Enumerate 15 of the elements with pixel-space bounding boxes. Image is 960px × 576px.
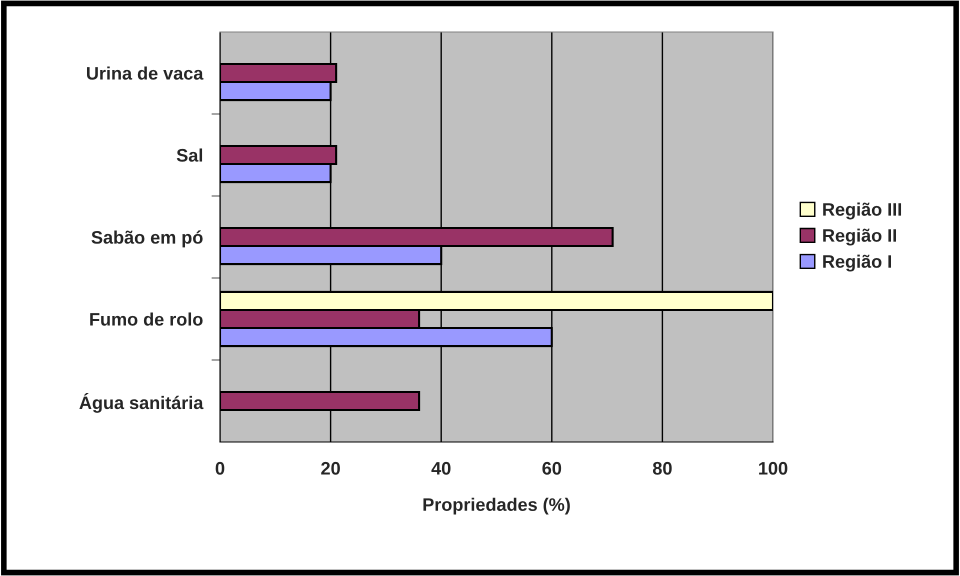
- x-tick-label: 40: [431, 462, 450, 475]
- y-tick-label: Sal: [176, 148, 202, 162]
- x-tick-label: 100: [759, 462, 788, 475]
- legend-label: Região I: [823, 254, 891, 272]
- legend-label: Região II: [823, 228, 896, 246]
- legend-label: Região III: [823, 202, 902, 220]
- x-tick-label: 20: [321, 462, 340, 475]
- y-tick-label: Urina de vaca: [87, 66, 204, 80]
- x-tick-label: 80: [652, 462, 672, 475]
- x-tick-label: 60: [542, 462, 562, 475]
- x-axis-title: Propriedades (%): [423, 498, 570, 515]
- x-tick-label: 0: [216, 462, 224, 475]
- y-tick-label: Água sanitária: [79, 393, 204, 413]
- y-tick-label: Fumo de rolo: [90, 312, 203, 326]
- y-tick-label: Sabão em pó: [91, 230, 203, 248]
